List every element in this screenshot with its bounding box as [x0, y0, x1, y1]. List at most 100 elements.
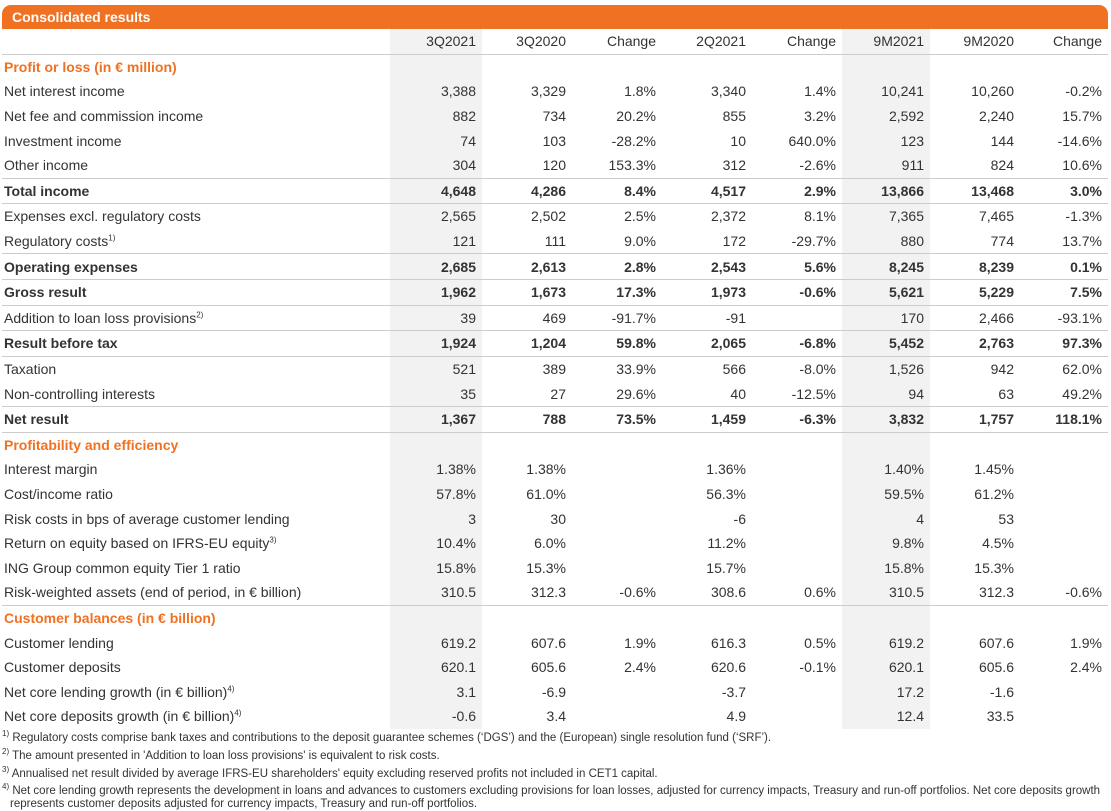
cell-value [752, 704, 842, 729]
cell-value: 2.5% [624, 208, 656, 225]
cell-value: 2,466 [978, 309, 1014, 326]
table-row: Non-controlling interests 35 27 29.6% 40 -12.… [2, 381, 1108, 406]
cell-value: 13.7% [1062, 233, 1102, 250]
table-row: Investment income 74 103 -28.2% 10 640.0% 123 1… [2, 128, 1108, 153]
cell-value: 3,340 [710, 83, 746, 100]
row-label: Taxation [2, 356, 390, 381]
row-label: Customer deposits [2, 655, 390, 680]
cell-value [930, 604, 1020, 631]
cell-value: -6.9 [541, 683, 566, 700]
cell-value: 15.8% [884, 559, 924, 576]
cell-value [572, 54, 662, 79]
cell-value [572, 457, 662, 482]
table-row: Taxation 521 389 33.9% 566 -8.0% 1,526 942 62.0% [2, 356, 1108, 381]
cell-value [390, 432, 482, 457]
cell-value: 2,502 [530, 208, 566, 225]
row-label: Customer balances (in € billion) [2, 604, 390, 631]
column-header: 2Q2021 [662, 29, 752, 55]
table-row: Return on equity based on IFRS-EU equity… [2, 531, 1108, 556]
cell-value: -91.7% [611, 309, 656, 326]
table-row: Addition to loan loss provisions2) 39 469 -… [2, 305, 1108, 331]
cell-value: 103 [542, 132, 566, 149]
cell-value [752, 432, 842, 457]
cell-value: 111 [544, 233, 566, 250]
row-label: Gross result [2, 278, 390, 306]
footnote-text: Net core lending growth represents the d… [10, 785, 1101, 811]
table-row: Net result 1,367 788 73.5% 1,459 -6.3% 3,832 1,… [2, 405, 1108, 433]
row-label: Result before tax [2, 330, 390, 357]
row-label-text: Customer balances (in € billion) [4, 609, 216, 626]
cell-value: 7,365 [888, 208, 924, 225]
cell-value: 5,452 [842, 330, 930, 357]
table-row: Net core lending growth (in € billion)4)… [2, 679, 1108, 704]
cell-value: 30 [550, 510, 566, 527]
row-label: ING Group common equity Tier 1 ratio [2, 555, 390, 580]
cell-value [662, 604, 752, 631]
table-row: Interest margin 1.38% 1.38% 1.36% 1.40% 1.45% [2, 457, 1108, 482]
table-row: Risk costs in bps of average customer le… [2, 506, 1108, 531]
cell-value [752, 457, 842, 482]
cell-value [1020, 555, 1108, 580]
cell-value: 605.6 [530, 659, 566, 676]
cell-value: 1,459 [662, 405, 752, 433]
row-label: Return on equity based on IFRS-EU equity… [2, 531, 390, 556]
table-row: Result before tax 1,924 1,204 59.8% 2,065 -6.… [2, 330, 1108, 357]
cell-value: -0.1% [799, 659, 836, 676]
footnote: 2) The amount presented in 'Addition to … [2, 745, 1102, 763]
cell-value [842, 54, 930, 79]
cell-value: 94 [908, 385, 924, 402]
cell-value [752, 604, 842, 631]
table-row: Net interest income 3,388 3,329 1.8% 3,340 1.… [2, 79, 1108, 104]
cell-value [752, 54, 842, 79]
cell-value: 1.45% [974, 461, 1014, 478]
row-label-text: Net fee and commission income [4, 108, 204, 125]
cell-value [482, 604, 572, 631]
row-label-text: Profitability and efficiency [4, 436, 179, 453]
cell-value: 8,239 [930, 253, 1020, 280]
cell-value: 1,526 [888, 361, 924, 378]
cell-value: 61.2% [974, 485, 1014, 502]
cell-value: 5,229 [930, 278, 1020, 306]
table-row: Total income 4,648 4,286 8.4% 4,517 2.9% 13,86… [2, 177, 1108, 205]
table-row: Cost/income ratio 57.8% 61.0% 56.3% 59.5% 61.… [2, 482, 1108, 507]
cell-value [842, 604, 930, 631]
cell-value: 10 [730, 132, 746, 149]
footnote-mark: 2) [2, 746, 10, 756]
section-header-row: Customer balances (in € billion) [2, 604, 1108, 631]
cell-value: 3 [468, 510, 476, 527]
cell-value: 607.6 [978, 634, 1014, 651]
cell-value: 57.8% [436, 485, 476, 502]
cell-value: 3,832 [842, 405, 930, 433]
cell-value [390, 604, 482, 631]
cell-value [390, 54, 482, 79]
cell-value [1020, 704, 1108, 729]
row-label: Risk-weighted assets (end of period, in … [2, 580, 390, 605]
row-label-text: Regulatory costs [4, 233, 109, 250]
cell-value: 1.4% [804, 83, 836, 100]
cell-value: -93.1% [1057, 309, 1102, 326]
cell-value: 469 [542, 309, 566, 326]
footnote: 1) Regulatory costs comprise bank taxes … [2, 727, 1102, 745]
cell-value: -12.5% [791, 385, 836, 402]
results-table: 3Q2021 3Q2020 Change 2Q2021 Change 9M2021 9M20… [2, 29, 1108, 729]
cell-value [572, 506, 662, 531]
cell-value: -1.3% [1065, 208, 1102, 225]
cell-value: 0.1% [1020, 253, 1108, 280]
cell-value [1020, 679, 1108, 704]
cell-value: 4,517 [662, 177, 752, 205]
cell-value: 2,065 [662, 330, 752, 357]
cell-value: 4.9 [726, 708, 746, 725]
cell-value: 15.3% [526, 559, 566, 576]
cell-value: 29.6% [616, 385, 656, 402]
row-label-text: Investment income [4, 132, 122, 149]
cell-value [930, 432, 1020, 457]
cell-value: 4,648 [390, 177, 482, 205]
cell-value: 4.5% [982, 535, 1014, 552]
cell-value: -14.6% [1057, 132, 1102, 149]
row-label-text: Net core deposits growth (in € billion) [4, 708, 235, 725]
cell-value [662, 432, 752, 457]
cell-value: 0.5% [804, 634, 836, 651]
cell-value: 1.8% [624, 83, 656, 100]
cell-value: 9.8% [892, 535, 924, 552]
cell-value [572, 604, 662, 631]
